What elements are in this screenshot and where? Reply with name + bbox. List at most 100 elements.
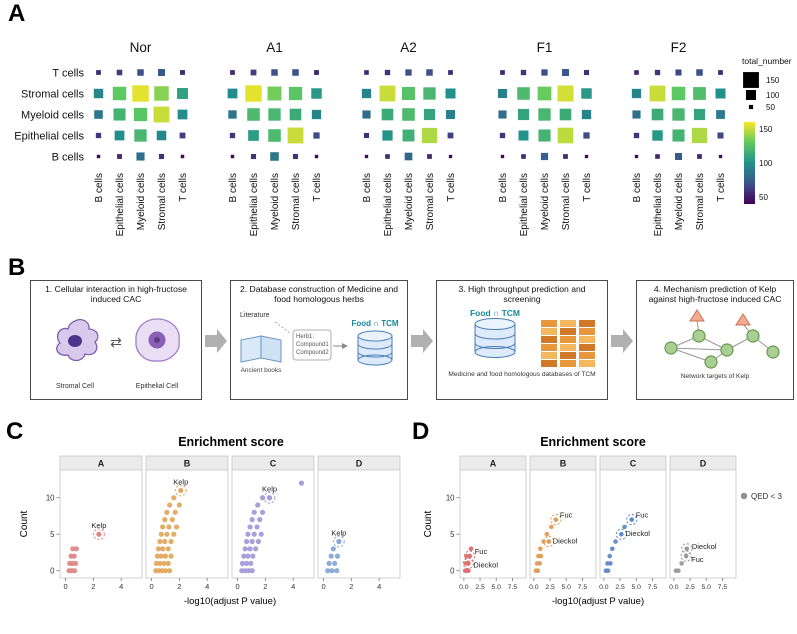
- y-tick-label: 5: [450, 530, 455, 539]
- workflow-step-2: 2. Database construction of Medicine and…: [230, 280, 408, 400]
- data-point: [549, 524, 554, 530]
- data-point: [154, 553, 160, 559]
- col-label: Stromal cells: [695, 173, 706, 230]
- col-label: Epithelial cells: [249, 173, 260, 236]
- x-tick-label: 2: [349, 582, 353, 591]
- heatmap-cell: [445, 88, 456, 99]
- colorbar-tick: 100: [759, 159, 773, 168]
- facet-panel: [59, 469, 143, 579]
- heatmap-cell: [288, 86, 303, 101]
- data-point: [541, 539, 546, 544]
- heatmap-cell: [177, 88, 188, 99]
- heatmap-cell: [517, 87, 530, 100]
- data-point: [241, 553, 247, 559]
- heatmap-cell: [672, 129, 685, 142]
- colorbar: [744, 122, 755, 204]
- epithelial-cell-label: Epithelial Cell: [136, 383, 179, 390]
- legend-title: total_number: [742, 56, 792, 66]
- annotated-point: [336, 538, 342, 545]
- row-label: Epithelial cells: [14, 131, 84, 143]
- annotated-point: [467, 553, 473, 559]
- data-point: [169, 517, 176, 523]
- data-point: [247, 524, 253, 530]
- data-point: [679, 561, 684, 566]
- data-point: [247, 546, 253, 552]
- col-label: Myeloid cells: [540, 173, 551, 230]
- data-point: [176, 502, 182, 508]
- heatmap-cell: [311, 88, 322, 99]
- col-label: T cells: [178, 173, 189, 202]
- data-point: [251, 531, 257, 537]
- data-point: [243, 538, 250, 545]
- facet-panel: [231, 469, 315, 579]
- heatmap-cell: [718, 70, 723, 75]
- data-point: [160, 546, 166, 552]
- heatmap-cell: [381, 108, 394, 121]
- data-point: [605, 568, 611, 574]
- heatmap-cell: [672, 108, 685, 121]
- heatmap-cell: [95, 132, 102, 139]
- data-point: [254, 524, 260, 530]
- annotation-label: Dieckol: [553, 537, 578, 546]
- facet-panel: [529, 469, 597, 579]
- heatmap-cell: [584, 154, 589, 159]
- arrow-right-icon: [205, 329, 227, 353]
- panel-b-workflow: 1. Cellular interaction in high-fructose…: [30, 278, 794, 408]
- step-1-title: 1. Cellular interaction in high-fructose…: [45, 284, 187, 305]
- heatmap-cell: [581, 88, 592, 99]
- heatmap-cell: [114, 130, 125, 141]
- heatmap-cell: [268, 129, 281, 142]
- heatmap-cell: [117, 154, 122, 159]
- facet-panel: [459, 469, 527, 579]
- x-tick-label: 0.0: [599, 584, 609, 591]
- data-point: [248, 560, 254, 567]
- heatmap-cell: [247, 108, 260, 121]
- compound-brick: [560, 343, 576, 351]
- screening-illustration: Food ∩ TCM: [470, 308, 595, 367]
- legend-label: QED < 3: [751, 492, 782, 501]
- data-point: [72, 560, 79, 567]
- annotation-label: Dieckol: [692, 542, 717, 551]
- heatmap-cell: [245, 85, 262, 102]
- data-point: [243, 560, 250, 567]
- annotated-point: [553, 517, 559, 522]
- x-tick-label: 7.5: [648, 584, 658, 591]
- matrix-title: Nor: [130, 40, 152, 55]
- book-icon: [240, 335, 262, 363]
- x-tick-label: 2.5: [615, 584, 625, 591]
- compound-brick: [560, 335, 576, 343]
- network-illustration: [664, 308, 780, 369]
- compound-brick: [541, 343, 557, 351]
- data-point: [171, 495, 177, 501]
- heatmap-cell: [96, 70, 101, 75]
- chart-title: Enrichment score: [540, 435, 646, 449]
- data-point: [165, 560, 171, 567]
- heatmap-cell: [132, 85, 149, 102]
- matrix-title: F2: [671, 40, 687, 55]
- facet-label: D: [356, 459, 363, 469]
- data-point: [165, 546, 171, 552]
- herb-line: Herb1:: [296, 334, 314, 340]
- x-tick-label: 0: [321, 582, 325, 591]
- data-point: [334, 553, 341, 559]
- heatmap-cell: [116, 69, 123, 76]
- heatmap-cell: [634, 70, 639, 75]
- heatmap-cell: [401, 86, 416, 101]
- heatmap-cell: [227, 88, 238, 99]
- annotation-circle: [615, 528, 627, 540]
- pointer-line: [274, 321, 291, 333]
- heatmap-cell: [112, 86, 127, 101]
- heatmap-cell: [364, 70, 369, 75]
- annotation-label: Fuc: [691, 555, 704, 564]
- data-point: [73, 546, 79, 552]
- facet-panel: [599, 469, 667, 579]
- compound-brick: [560, 327, 576, 335]
- network-nodes: [664, 329, 780, 369]
- herb-line: Compound1: [296, 342, 329, 348]
- data-point: [168, 553, 174, 559]
- data-point: [334, 568, 340, 574]
- matrix-title: A2: [400, 40, 417, 55]
- heatmap-cell: [421, 127, 438, 144]
- data-point: [608, 561, 613, 566]
- annotation-label: Dieckol: [625, 529, 650, 538]
